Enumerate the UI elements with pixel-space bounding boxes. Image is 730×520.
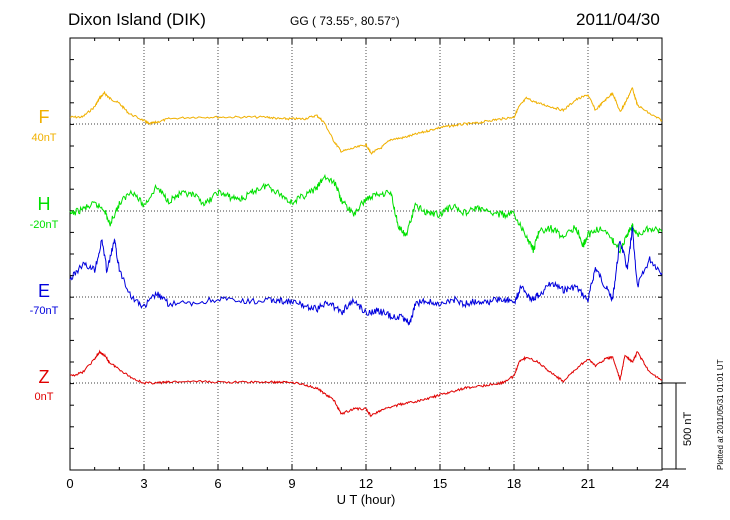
x-tick-label: 18 <box>507 476 521 491</box>
series-line-H <box>69 173 663 254</box>
component-Z-label: Z <box>38 367 50 387</box>
x-tick-label: 15 <box>433 476 447 491</box>
component-F-label: F <box>38 107 50 127</box>
component-E-label: E <box>37 281 50 301</box>
station-title: Dixon Island (DIK) <box>68 10 206 29</box>
plotted-timestamp: Plotted at 2011/05/31 01:01 UT <box>716 359 725 470</box>
x-tick-label: 21 <box>581 476 595 491</box>
component-H-label: H <box>37 194 51 214</box>
x-tick-label: 9 <box>288 476 295 491</box>
component-E-offset: -70nT <box>29 305 59 317</box>
series-line-F <box>69 87 663 155</box>
station-coordinates: GG ( 73.55°, 80.57°) <box>290 14 400 28</box>
date-title: 2011/04/30 <box>576 10 660 29</box>
x-tick-label: 24 <box>655 476 669 491</box>
series-line-E <box>69 225 663 326</box>
x-tick-label: 6 <box>214 476 221 491</box>
x-axis-label: U T (hour) <box>337 492 396 507</box>
x-tick-label: 12 <box>359 476 373 491</box>
x-tick-label: 3 <box>140 476 147 491</box>
component-F-offset: 40nT <box>31 132 57 144</box>
x-tick-label: 0 <box>66 476 73 491</box>
component-H-offset: -20nT <box>29 219 59 231</box>
scale-bar-label: 500 nT <box>682 411 694 446</box>
series-line-Z <box>70 349 663 418</box>
component-Z-offset: 0nT <box>34 391 54 403</box>
